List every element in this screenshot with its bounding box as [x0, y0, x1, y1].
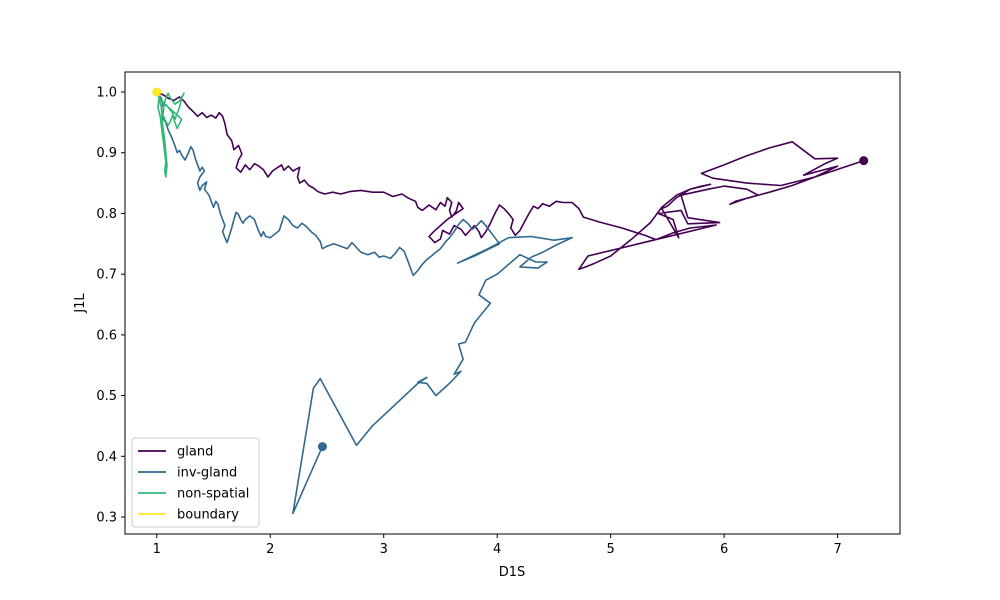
x-tick-label: 1	[153, 542, 161, 557]
y-tick-label: 0.6	[96, 328, 117, 343]
legend: gland inv-gland non-spatial boundary	[131, 437, 260, 528]
plot-lines	[156, 91, 864, 515]
y-tick-label: 0.5	[96, 389, 117, 404]
plot-frame	[124, 71, 901, 535]
end-marker-boundary	[152, 87, 162, 97]
legend-label-boundary: boundary	[177, 508, 239, 523]
legend-label-inv-gland: inv-gland	[177, 466, 237, 481]
y-tick-label: 0.7	[96, 268, 117, 283]
y-axis-label: J1L	[73, 293, 88, 314]
end-markers	[152, 87, 869, 452]
x-axis: 1 2 3 4 5 6 7	[153, 534, 842, 557]
end-marker-inv-gland	[317, 442, 327, 452]
y-tick-label: 0.9	[96, 146, 117, 161]
y-tick-label: 0.4	[96, 450, 117, 465]
legend-label-gland: gland	[177, 445, 213, 460]
x-tick-label: 3	[380, 542, 388, 557]
x-tick-label: 5	[607, 542, 615, 557]
x-tick-label: 2	[266, 542, 274, 557]
x-tick-label: 4	[493, 542, 501, 557]
legend-items: gland inv-gland non-spatial boundary	[138, 445, 249, 523]
end-marker-gland	[859, 156, 869, 166]
legend-box	[131, 437, 260, 528]
series-line-inv-gland	[156, 91, 573, 515]
x-tick-label: 7	[833, 542, 841, 557]
series-line-gland	[156, 91, 864, 271]
x-tick-label: 6	[720, 542, 728, 557]
x-axis-label: D1S	[499, 565, 526, 580]
y-tick-label: 1.0	[96, 86, 117, 101]
legend-label-non-spatial: non-spatial	[177, 487, 249, 502]
y-axis: 0.3 0.4 0.5 0.6 0.7 0.8 0.9 1.0	[96, 86, 125, 526]
series-line-non-spatial	[156, 91, 185, 178]
y-tick-label: 0.3	[96, 511, 117, 526]
y-tick-label: 0.8	[96, 207, 117, 222]
